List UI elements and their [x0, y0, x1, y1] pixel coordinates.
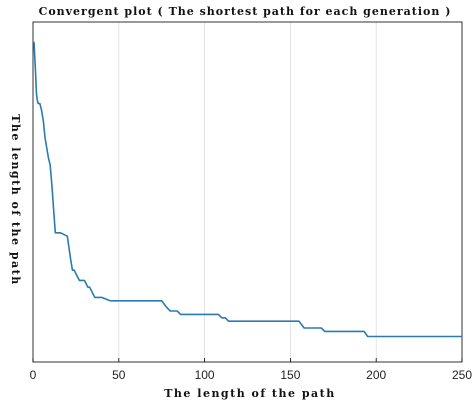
- series-line: [33, 41, 462, 338]
- x-tick-label: 100: [195, 368, 215, 382]
- chart-title: Convergent plot ( The shortest path for …: [39, 5, 452, 18]
- x-ticks: 0 50 100 150 200 250: [30, 358, 472, 382]
- x-tick-label: 50: [112, 368, 126, 382]
- x-axis-label: The length of the path: [164, 387, 336, 400]
- grid-lines: [118, 22, 377, 362]
- y-axis-label: The length of the path: [9, 114, 22, 286]
- x-tick-label: 0: [30, 368, 37, 382]
- x-tick-label: 250: [452, 368, 472, 382]
- plot-frame: [32, 21, 463, 363]
- x-tick-label: 200: [366, 368, 386, 382]
- x-tick-label: 150: [280, 368, 300, 382]
